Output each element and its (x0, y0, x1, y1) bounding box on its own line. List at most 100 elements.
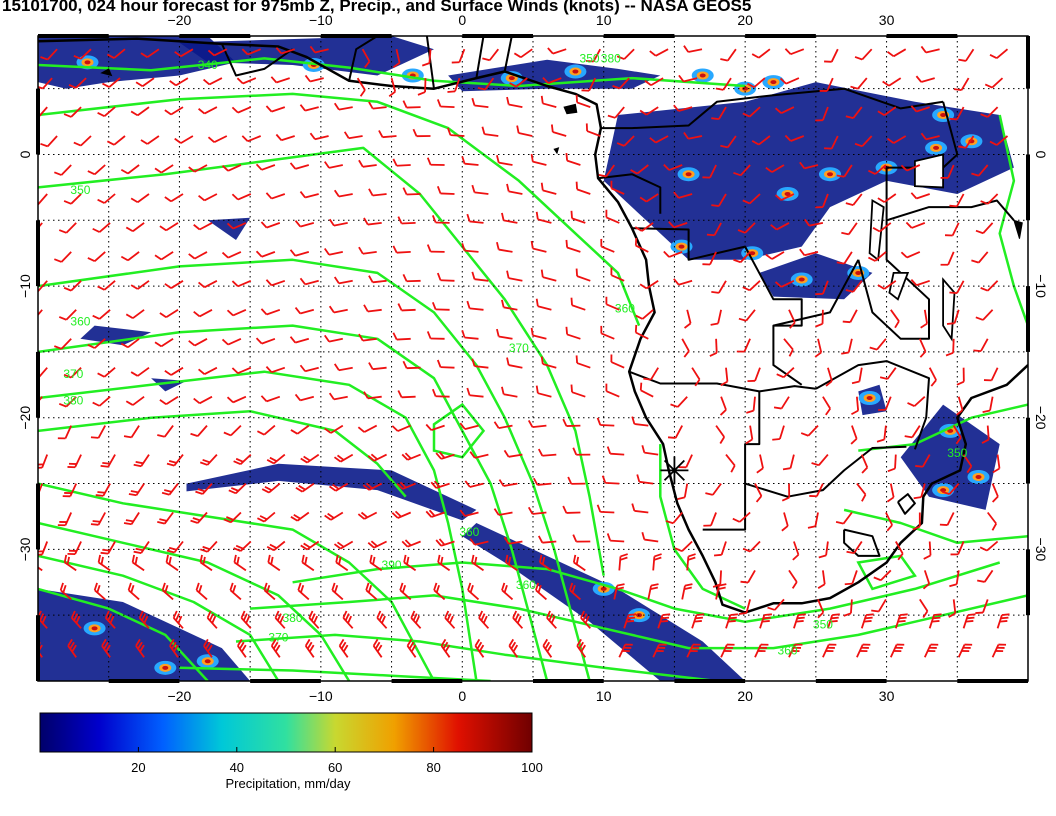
frame-bar-top (462, 34, 533, 38)
wind-barb (54, 338, 72, 350)
wind-barb (58, 309, 77, 321)
lon-tick-label-top: 10 (596, 12, 612, 28)
wind-barb (736, 338, 751, 353)
wind-barb (644, 77, 664, 87)
wind-barb (402, 273, 421, 283)
frame-bar-left (36, 88, 40, 155)
wind-barb (474, 638, 485, 658)
contour-label: 380 (601, 51, 621, 65)
wind-barb (596, 504, 615, 514)
wind-barb (174, 48, 194, 58)
wind-barb (733, 164, 751, 177)
wind-barb (900, 164, 921, 172)
wind-barb (231, 193, 252, 201)
wind-barb (123, 425, 140, 439)
wind-barb (265, 366, 286, 374)
wind-barb (430, 480, 450, 489)
wind-barb (391, 424, 412, 432)
wind-barb (845, 106, 863, 120)
wind-barb (759, 613, 772, 629)
wind-barb (206, 610, 218, 629)
wind-barb (649, 135, 669, 144)
wind-barb (781, 483, 791, 502)
wind-barb (402, 360, 421, 370)
wind-barb (815, 280, 829, 296)
wind-barb (570, 210, 586, 224)
wind-barb (161, 483, 179, 496)
wind-barb (956, 396, 964, 416)
wind-barb (747, 367, 761, 383)
wind-barb (996, 613, 1010, 629)
wind-barb (357, 424, 378, 433)
wind-barb (275, 133, 295, 142)
wind-barb (989, 135, 1009, 146)
wind-barb (198, 193, 218, 202)
wind-barb (106, 48, 126, 59)
wind-barb (639, 193, 659, 203)
lat-tick-label-left: −30 (17, 537, 33, 561)
wind-barb (333, 102, 353, 111)
wind-barb (962, 454, 973, 474)
wind-barb (715, 583, 727, 600)
country-border (773, 259, 860, 327)
wind-barb (575, 181, 591, 195)
wind-barb (856, 643, 871, 658)
wind-barb (221, 337, 242, 346)
wind-barb (38, 222, 43, 235)
contour-label: 360 (70, 315, 90, 329)
wind-barb (984, 77, 1004, 89)
wind-barb (159, 222, 179, 232)
wind-barb (188, 338, 208, 347)
wind-barb (542, 77, 562, 84)
precip-area (207, 217, 251, 240)
wind-barb (725, 454, 736, 473)
wind-barb (992, 454, 1001, 474)
wind-barb (981, 425, 990, 444)
wind-barb (948, 599, 957, 618)
wind-barb (304, 74, 324, 83)
height-contour (292, 561, 1001, 624)
country-border (857, 220, 930, 340)
wind-barb (836, 251, 853, 265)
precip-area (38, 36, 236, 89)
lat-tick-label-right: −10 (1033, 274, 1049, 298)
frame-bar-left (36, 615, 40, 681)
wind-barb (338, 638, 349, 658)
lake (942, 277, 956, 342)
wind-barb (889, 643, 905, 658)
wind-barb (300, 453, 320, 464)
wind-barb (469, 451, 489, 459)
wind-barb (229, 582, 242, 601)
wind-barb (444, 610, 456, 629)
wind-barb (328, 305, 348, 314)
wind-barb (323, 247, 343, 256)
lon-tick-label-bottom: −20 (168, 688, 192, 704)
wind-barb (641, 531, 659, 543)
wind-barb (779, 77, 800, 85)
wind-barb (923, 643, 939, 658)
wind-barb (482, 48, 500, 62)
wind-barb (202, 77, 223, 86)
wind-barb (953, 77, 970, 92)
contour-labels: 3403503603703803603703603903803703603503… (63, 51, 967, 657)
precip-cell-peak (84, 60, 91, 65)
wind-barb (67, 541, 82, 556)
wind-barb (983, 367, 999, 382)
wind-barb (240, 610, 252, 629)
lat-tick-label-right: 0 (1033, 151, 1049, 159)
wind-barb (38, 512, 39, 526)
wind-barb (928, 367, 937, 387)
wind-barb (301, 554, 315, 572)
wind-barb (703, 512, 717, 527)
wind-barb (920, 309, 928, 329)
wind-barb (877, 280, 897, 290)
wind-barb (159, 395, 179, 405)
wind-barb (856, 483, 867, 502)
wind-barb (299, 277, 319, 286)
wind-barb (21, 247, 37, 265)
wind-barb (67, 454, 82, 469)
wind-barb (207, 135, 228, 144)
wind-barb (324, 424, 344, 434)
wind-barb (890, 309, 900, 329)
wind-barb (157, 511, 174, 525)
